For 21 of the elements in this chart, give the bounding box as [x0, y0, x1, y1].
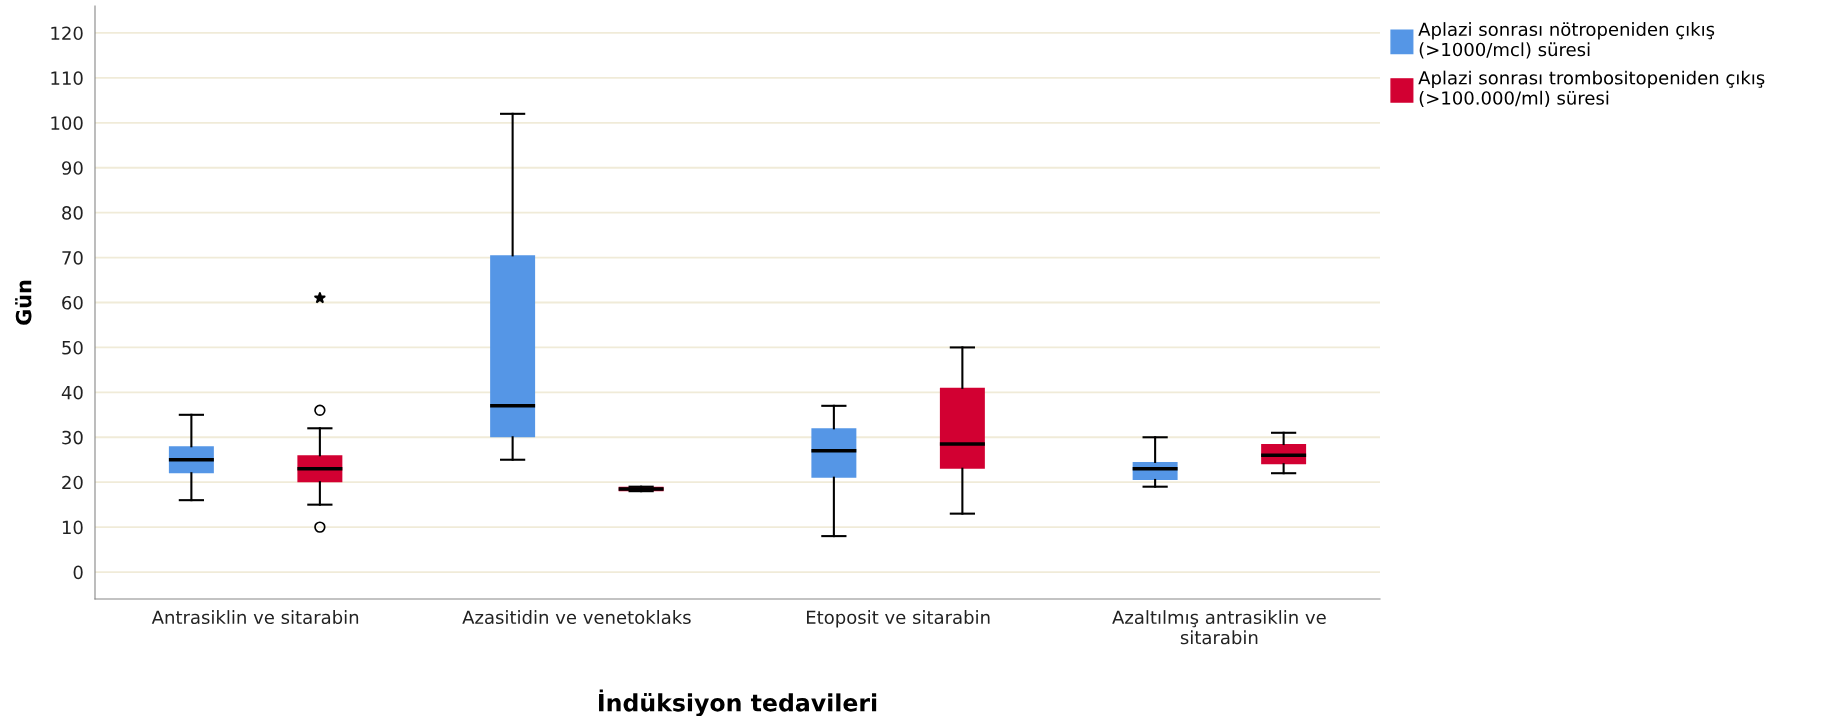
y-tick-label: 90 [62, 161, 83, 175]
y-tick-label: 20 [62, 475, 83, 490]
x-tick-label: Etoposit ve sitarabin [807, 610, 990, 628]
x-tick-label: Azaltılmış antrasiklin ve sitarabin [1112, 610, 1326, 645]
y-tick-label: 50 [62, 340, 83, 355]
y-tick-label: 80 [62, 206, 83, 220]
x-tick-label: Azasitidin ve venetoklaks [462, 610, 691, 625]
y-tick-label: 60 [62, 295, 83, 310]
x-tick-label: Antrasiklin ve sitarabin [151, 610, 359, 625]
y-tick-label: 40 [61, 385, 83, 400]
y-tick-label: 120 [51, 26, 83, 41]
y-tick-label: 10 [62, 520, 83, 535]
x-axis-title: İndüksiyon tedavileri [599, 689, 877, 716]
legend-label: Aplazi sonrası nötropeniden çıkış (>1000/mcl) süresi [1418, 22, 1715, 59]
y-tick-label: 110 [51, 71, 83, 85]
y-tick-label: 30 [62, 430, 83, 445]
y-tick-label: 70 [62, 251, 83, 265]
y-axis-title: Gün [15, 280, 32, 325]
y-tick-label: 100 [51, 116, 83, 130]
y-tick-label: 0 [73, 565, 83, 580]
legend-label: Aplazi sonrası trombositopeniden çıkış (>100.000/ml) süresi [1418, 70, 1765, 107]
